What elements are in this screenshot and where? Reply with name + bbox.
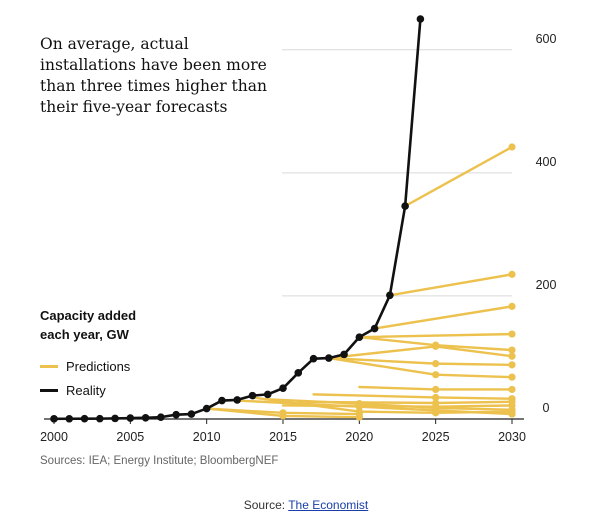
prediction-point [508, 302, 516, 310]
prediction-line [388, 273, 514, 297]
reality-point [218, 396, 226, 405]
reality-point [401, 202, 409, 210]
prediction-point [279, 412, 287, 420]
legend-label-reality: Reality [66, 382, 106, 398]
prediction-point [508, 330, 516, 338]
prediction-point [432, 360, 440, 368]
economist-link[interactable]: The Economist [288, 498, 369, 512]
prediction-line [266, 398, 514, 411]
prediction-point [355, 413, 363, 421]
y-tick-label: 600 [536, 32, 557, 46]
reality-point [202, 404, 211, 413]
reality-point [386, 291, 394, 300]
credit-prefix: Source: [243, 498, 286, 512]
reality-point [355, 333, 364, 341]
reality-point [279, 384, 287, 393]
prediction-line [327, 356, 514, 379]
prediction-point [432, 393, 440, 402]
x-tick-label: 2000 [40, 430, 68, 444]
reality-series [50, 15, 425, 423]
reality-point [111, 414, 119, 423]
reality-point [340, 350, 348, 359]
legend-item-reality: Reality [40, 378, 130, 402]
legend-item-predictions: Predictions [40, 354, 130, 378]
reality-point [50, 415, 58, 423]
reality-point [233, 396, 241, 404]
unit-label: Capacity added each year, GW [40, 308, 137, 342]
reality-point [157, 413, 165, 421]
x-tick-label: 2030 [498, 430, 526, 444]
prediction-line [358, 332, 514, 339]
chart-title: On average, actual installations have be… [40, 35, 267, 116]
sources-note: Sources: IEA; Energy Institute; Bloomber… [40, 455, 279, 467]
prediction-line [235, 399, 514, 416]
prediction-point [432, 371, 440, 379]
prediction-series [205, 143, 516, 421]
reality-point [294, 369, 303, 377]
reality-point [65, 414, 74, 423]
prediction-point [508, 373, 516, 381]
y-tick-label: 400 [536, 155, 557, 169]
y-axis: 0 200 400 600 [536, 32, 557, 415]
prediction-point [508, 270, 516, 278]
grid-lines [282, 49, 512, 297]
prediction-point [508, 143, 516, 151]
reality-point [187, 410, 196, 418]
legend-label-predictions: Predictions [66, 358, 131, 374]
reality-point [172, 410, 180, 419]
prediction-line [312, 393, 514, 400]
y-tick-label: 200 [536, 278, 557, 292]
reality-point [141, 413, 150, 422]
x-tick-label: 2025 [422, 430, 450, 444]
reality-point [325, 354, 333, 362]
prediction-point [508, 346, 516, 354]
predictions-swatch-icon [40, 364, 58, 368]
prediction-point [508, 352, 516, 360]
y-tick-label: 0 [543, 401, 550, 415]
prediction-point [432, 342, 440, 350]
reality-point [248, 391, 257, 400]
reality-point [126, 414, 135, 422]
reality-point [416, 15, 425, 23]
x-tick-label: 2020 [345, 430, 373, 444]
prediction-line [373, 305, 514, 330]
prediction-point [508, 385, 516, 394]
reality-point [309, 354, 318, 363]
prediction-point [355, 403, 363, 411]
legend: Predictions Reality [40, 354, 130, 402]
source-credit: Source: The Economist [0, 498, 612, 512]
reality-point [96, 414, 104, 423]
reality-point [263, 390, 272, 399]
prediction-line [403, 145, 514, 208]
x-tick-label: 2015 [269, 430, 297, 444]
x-tick-label: 2005 [116, 430, 144, 444]
reality-point [370, 324, 379, 333]
x-tick-label: 2010 [193, 430, 221, 444]
reality-point [80, 414, 89, 423]
prediction-point [508, 410, 516, 418]
prediction-point [432, 385, 440, 394]
reality-swatch-icon [40, 388, 58, 392]
prediction-point [508, 361, 516, 369]
x-axis: 2000 2005 2010 2015 2020 2025 2030 [40, 418, 526, 444]
prediction-point [432, 406, 440, 414]
